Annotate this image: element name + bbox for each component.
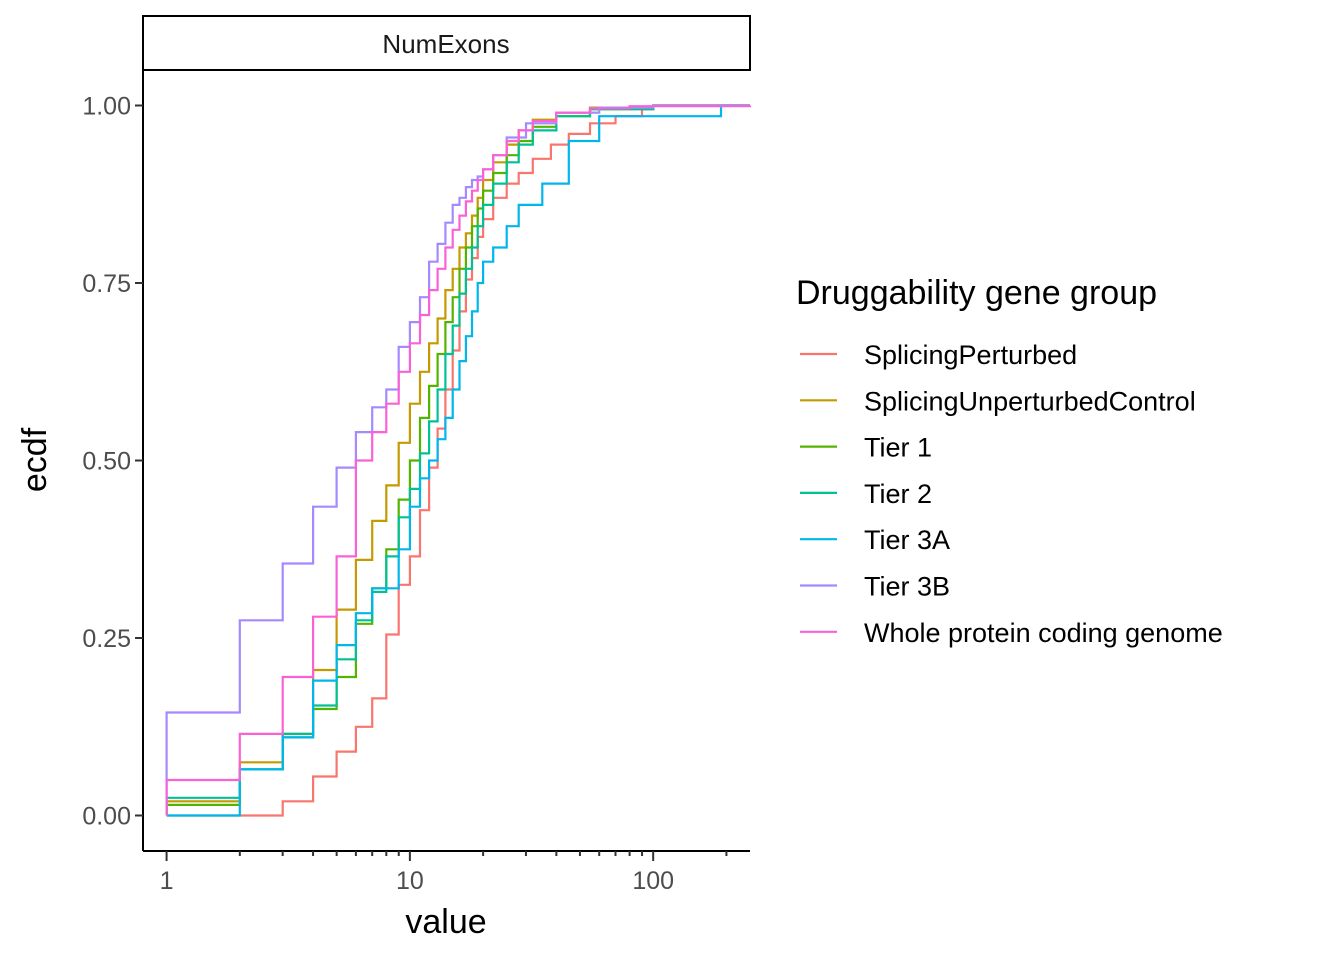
y-tick-label: 1.00 bbox=[82, 93, 131, 121]
y-tick-label: 0.75 bbox=[82, 270, 131, 298]
y-tick-label: 0.25 bbox=[82, 625, 131, 653]
y-axis-ticks: 0.00 0.25 0.50 0.75 1.00 bbox=[82, 93, 143, 831]
series-line-1 bbox=[166, 104, 750, 817]
series-line-7 bbox=[165, 105, 752, 816]
series-line-3 bbox=[165, 104, 750, 816]
legend-label: Whole protein coding genome bbox=[864, 618, 1223, 648]
x-tick-label: 1 bbox=[160, 867, 174, 895]
legend-title: Druggability gene group bbox=[796, 274, 1157, 312]
legend-label: Tier 3A bbox=[864, 525, 950, 555]
x-tick-label: 10 bbox=[396, 867, 424, 895]
legend-item: Tier 2 bbox=[800, 479, 932, 509]
facet-strip-box bbox=[142, 15, 751, 71]
legend-item: SplicingUnperturbedControl bbox=[800, 386, 1196, 416]
series-line-2 bbox=[165, 104, 750, 816]
legend-item: Tier 3A bbox=[800, 525, 950, 555]
series-line-5 bbox=[166, 104, 750, 817]
legend-item: Tier 1 bbox=[800, 433, 932, 463]
y-tick-label: 0.50 bbox=[82, 448, 131, 476]
x-axis-title: value bbox=[405, 903, 486, 941]
legend-item: SplicingPerturbed bbox=[800, 340, 1077, 370]
series-line-6 bbox=[165, 104, 750, 816]
series-layer bbox=[165, 104, 752, 817]
legend-label: SplicingUnperturbedControl bbox=[864, 386, 1196, 416]
facet-strip-label: NumExons bbox=[382, 29, 509, 59]
legend-items: SplicingPerturbed SplicingUnperturbedCont… bbox=[800, 340, 1223, 648]
y-axis-title: ecdf bbox=[16, 427, 54, 492]
legend-label: SplicingPerturbed bbox=[864, 340, 1077, 370]
legend-item: Whole protein coding genome bbox=[800, 618, 1223, 648]
facet-strip: NumExons bbox=[142, 15, 751, 71]
legend-label: Tier 2 bbox=[864, 479, 932, 509]
series-line-4 bbox=[165, 104, 750, 816]
x-tick-label: 100 bbox=[632, 867, 674, 895]
legend-label: Tier 1 bbox=[864, 433, 932, 463]
plot-panel: 0.00 0.25 0.50 0.75 1.00 1 10 100 bbox=[82, 70, 752, 895]
legend: Druggability gene group SplicingPerturbe… bbox=[796, 274, 1223, 648]
legend-label: Tier 3B bbox=[864, 572, 950, 602]
y-tick-label: 0.00 bbox=[82, 803, 131, 831]
x-axis-ticks: 1 10 100 bbox=[160, 851, 728, 895]
legend-item: Tier 3B bbox=[800, 572, 950, 602]
